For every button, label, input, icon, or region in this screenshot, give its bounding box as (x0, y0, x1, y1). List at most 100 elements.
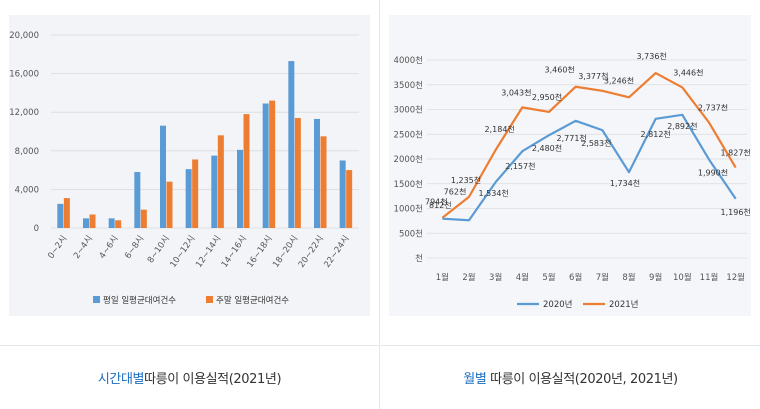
y-tick-label: 4000천 (394, 55, 423, 66)
x-tick-label: 4~6시 (98, 234, 121, 261)
x-tick-label: 6월 (569, 272, 582, 283)
bar (83, 218, 89, 228)
x-tick-label: 6~8시 (123, 234, 146, 261)
data-label: 3,736천 (637, 51, 667, 61)
x-tick-label: 22~24시 (322, 234, 351, 270)
y-tick-label: 1000천 (394, 204, 423, 215)
bar (346, 170, 353, 228)
legend-swatch (93, 296, 100, 303)
data-label: 3,377천 (578, 71, 608, 81)
x-tick-label: 5월 (542, 272, 555, 283)
bar (243, 114, 250, 228)
x-tick-label: 10월 (673, 272, 692, 283)
y-tick-label: 4,000 (15, 185, 39, 195)
x-tick-label: 8~10시 (146, 234, 172, 265)
caption-highlight: 시간대별 (97, 372, 145, 387)
data-label: 1,734천 (610, 178, 640, 188)
caption-rest: 따릉이 이용실적(2020년, 2021년) (486, 372, 678, 387)
data-label: 794천 (425, 197, 448, 207)
y-tick-label: 2000천 (394, 154, 423, 165)
data-label: 2,184천 (485, 124, 515, 134)
y-tick-label: 12,000 (9, 108, 39, 118)
monthly-line-chart: 천 500천 1000천 1500천 2000천 2500천 3000천 3500천 4000천… (394, 51, 751, 310)
bar (166, 181, 173, 228)
data-label: 2,771천 (557, 133, 587, 143)
x-tick-label: 3월 (489, 272, 502, 283)
y-tick-label: 20,000 (9, 31, 39, 41)
bar (89, 214, 96, 228)
caption-rest: 따릉이 이용실적(2021년) (144, 372, 282, 387)
y-tick-label: 3500천 (394, 80, 423, 91)
y-tick-label: 3000천 (394, 105, 423, 116)
right-panel: 천 500천 1000천 1500천 2000천 2500천 3000천 3500천 4000천… (381, 0, 760, 409)
y-tick-label: 2500천 (394, 129, 423, 140)
y-tick-label: 16,000 (9, 70, 39, 80)
y-tick-label: 1500천 (394, 179, 423, 190)
x-tick-label: 0~2시 (46, 234, 69, 261)
monthly-caption: 월별 따릉이 이용실적(2020년, 2021년) (381, 368, 760, 387)
bar (314, 118, 320, 228)
x-tick-label: 1월 (436, 272, 449, 283)
x-tick-label: 4월 (516, 272, 529, 283)
data-label: 2,950천 (532, 92, 562, 102)
bar (185, 169, 192, 228)
hourly-caption: 시간대별따릉이 이용실적(2021년) (0, 368, 379, 387)
y-tick-label: 0 (34, 224, 39, 234)
bar (108, 218, 115, 228)
legend-label: 2020년 (543, 299, 572, 310)
bar (160, 125, 166, 228)
bar (320, 136, 327, 228)
y-tick-label: 천 (415, 253, 423, 264)
data-label: 3,460천 (545, 65, 575, 75)
data-label: 1,827천 (721, 148, 751, 158)
x-tick-label: 7월 (596, 272, 609, 283)
bar (217, 135, 224, 228)
bar (115, 220, 122, 228)
data-label: 2,157천 (505, 161, 535, 171)
x-tick-label: 8월 (622, 272, 635, 283)
data-label: 2,480천 (532, 143, 562, 153)
bar (269, 100, 276, 228)
hourly-chart: 0 4,000 8,000 12,000 16,000 20,000 0~2시 2~4시 4~6… (9, 15, 370, 316)
divider (0, 345, 379, 346)
data-label: 2,892천 (667, 121, 697, 131)
legend-swatch (206, 296, 213, 303)
x-tick-label: 2~4시 (72, 234, 95, 261)
y-tick-label: 8,000 (15, 147, 39, 157)
caption-highlight: 월별 (463, 372, 487, 387)
data-label: 2,737천 (698, 103, 728, 113)
series-line (441, 71, 737, 219)
y-tick-label: 500천 (399, 228, 423, 239)
data-label: 1,235천 (451, 175, 481, 185)
data-label: 3,246천 (604, 75, 634, 85)
data-label: 2,812천 (641, 129, 671, 139)
monthly-chart: 천 500천 1000천 1500천 2000천 2500천 3000천 3500천 4000천… (389, 15, 751, 316)
data-label: 3,043천 (501, 87, 531, 97)
hourly-bar-chart: 0 4,000 8,000 12,000 16,000 20,000 0~2시 2~4시 4~6… (9, 31, 359, 306)
bar (339, 160, 346, 228)
bar (288, 61, 295, 229)
x-tick-label: 9월 (649, 272, 662, 283)
divider (381, 345, 760, 346)
bar (63, 198, 70, 228)
data-label: 3,446천 (673, 67, 703, 77)
bar (237, 149, 243, 228)
legend-label: 2021년 (609, 299, 638, 310)
data-label: 1,990천 (698, 167, 728, 177)
bar (192, 159, 199, 228)
data-label: 2,583천 (581, 138, 611, 148)
bar (57, 203, 64, 228)
data-label: 1,196천 (721, 207, 751, 217)
series-line (442, 113, 737, 222)
x-tick-label: 12월 (726, 272, 745, 283)
data-label: 812천 (429, 200, 452, 210)
bar (134, 172, 141, 228)
left-panel: 0 4,000 8,000 12,000 16,000 20,000 0~2시 2~4시 4~6… (0, 0, 380, 409)
data-label: 762천 (444, 186, 467, 196)
bar (140, 209, 147, 228)
data-label: 1,534천 (479, 188, 509, 198)
x-tick-label: 2월 (462, 272, 475, 283)
bar (262, 103, 269, 228)
bar (211, 155, 218, 228)
legend-label: 평일 일평균대여건수 (103, 295, 176, 306)
